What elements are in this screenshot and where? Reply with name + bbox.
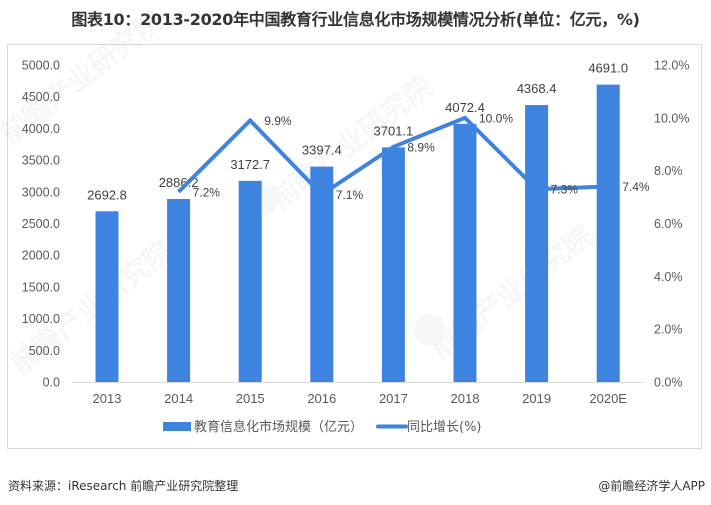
- bar-value-label: 4368.4: [517, 81, 557, 96]
- bar: [453, 123, 477, 382]
- line-value-label: 7.1%: [336, 188, 364, 202]
- line-value-label: 7.3%: [551, 183, 579, 197]
- y-left-tick: 2500.0: [22, 217, 60, 231]
- line-value-label: 10.0%: [479, 111, 513, 125]
- y-axis-left: 0.0 500.0 1000.0 1500.0 2000.0 2500.0 3000.0 35…: [22, 59, 60, 390]
- x-tick-label: 2013: [93, 391, 122, 406]
- bar: [238, 180, 262, 382]
- line-data-labels: 7.2% 9.9% 7.1% 8.9% 10.0% 7.3% 7.4%: [193, 111, 650, 202]
- x-tick-label: 2019: [522, 391, 551, 406]
- y-axis-right: 0.0% 2.0% 4.0% 6.0% 8.0% 10.0% 12.0%: [654, 59, 689, 390]
- legend-bar-swatch: [163, 422, 191, 431]
- bar: [95, 211, 119, 382]
- bar-value-label: 3701.1: [374, 123, 414, 138]
- legend-bar-label: 教育信息化市场规模（亿元）: [194, 419, 363, 435]
- source-note: 资料来源：iResearch 前瞻产业研究院整理: [8, 477, 238, 494]
- y-left-tick: 4500.0: [22, 90, 60, 104]
- chart-frame: [7, 44, 702, 449]
- x-tick-label: 2018: [451, 391, 480, 406]
- source-prefix: 资料来源：: [8, 479, 69, 493]
- line-value-label: 7.4%: [622, 180, 650, 194]
- bar-value-label: 2886.2: [159, 175, 199, 190]
- x-axis-labels: 2013 2014 2015 2016 2017 2018 2019 2020E: [93, 391, 628, 406]
- brand-credit: @前瞻经济学人APP: [598, 479, 705, 493]
- bar-value-label: 2692.8: [87, 187, 127, 202]
- y-left-tick: 3000.0: [22, 185, 60, 199]
- y-right-tick: 12.0%: [654, 59, 689, 73]
- bar-value-label: 4691.0: [588, 61, 628, 76]
- y-left-tick: 3500.0: [22, 154, 60, 168]
- growth-line: [177, 115, 609, 198]
- y-right-tick: 6.0%: [654, 217, 683, 231]
- y-right-tick: 4.0%: [654, 270, 683, 284]
- y-right-tick: 10.0%: [654, 111, 689, 125]
- bar-value-label: 3172.7: [230, 157, 270, 172]
- legend: 教育信息化市场规模（亿元） 同比增长(%): [163, 419, 482, 435]
- line-value-label: 8.9%: [407, 140, 435, 154]
- svg-text:前瞻产业研究院: 前瞻产业研究院: [424, 219, 598, 365]
- bar: [381, 147, 405, 382]
- x-tick-label: 2015: [236, 391, 265, 406]
- y-right-tick: 0.0%: [654, 376, 683, 390]
- y-left-tick: 0.0: [43, 376, 60, 390]
- legend-line-label: 同比增长(%): [407, 420, 482, 435]
- y-left-tick: 500.0: [29, 344, 60, 358]
- x-tick-label: 2014: [164, 391, 193, 406]
- line-value-label: 7.2%: [193, 185, 221, 199]
- bar: [525, 105, 549, 382]
- bar: [310, 166, 334, 382]
- bar: [167, 199, 191, 382]
- bar-data-labels: 2692.8 2886.2 3172.7 3397.4 3701.1 4072.4 4368…: [87, 61, 628, 203]
- bar-value-label: 3397.4: [302, 143, 342, 158]
- y-right-tick: 2.0%: [654, 323, 683, 337]
- source-text: iResearch 前瞻产业研究院整理: [68, 479, 239, 493]
- y-left-tick: 1500.0: [22, 280, 60, 294]
- y-left-tick: 5000.0: [22, 59, 60, 73]
- chart-title: 图表10：2013-2020年中国教育行业信息化市场规模情况分析(单位：亿元，%…: [71, 10, 640, 29]
- y-left-tick: 4000.0: [22, 122, 60, 136]
- bar-series: [95, 84, 620, 382]
- x-tick-label: 2017: [379, 391, 408, 406]
- x-tick-label: 2020E: [589, 391, 627, 406]
- y-right-tick: 8.0%: [654, 164, 683, 178]
- bar: [596, 84, 620, 382]
- x-tick-label: 2016: [307, 391, 336, 406]
- y-left-tick: 1000.0: [22, 312, 60, 326]
- y-left-tick: 2000.0: [22, 249, 60, 263]
- line-value-label: 9.9%: [264, 114, 292, 128]
- bar-value-label: 4072.4: [445, 100, 485, 115]
